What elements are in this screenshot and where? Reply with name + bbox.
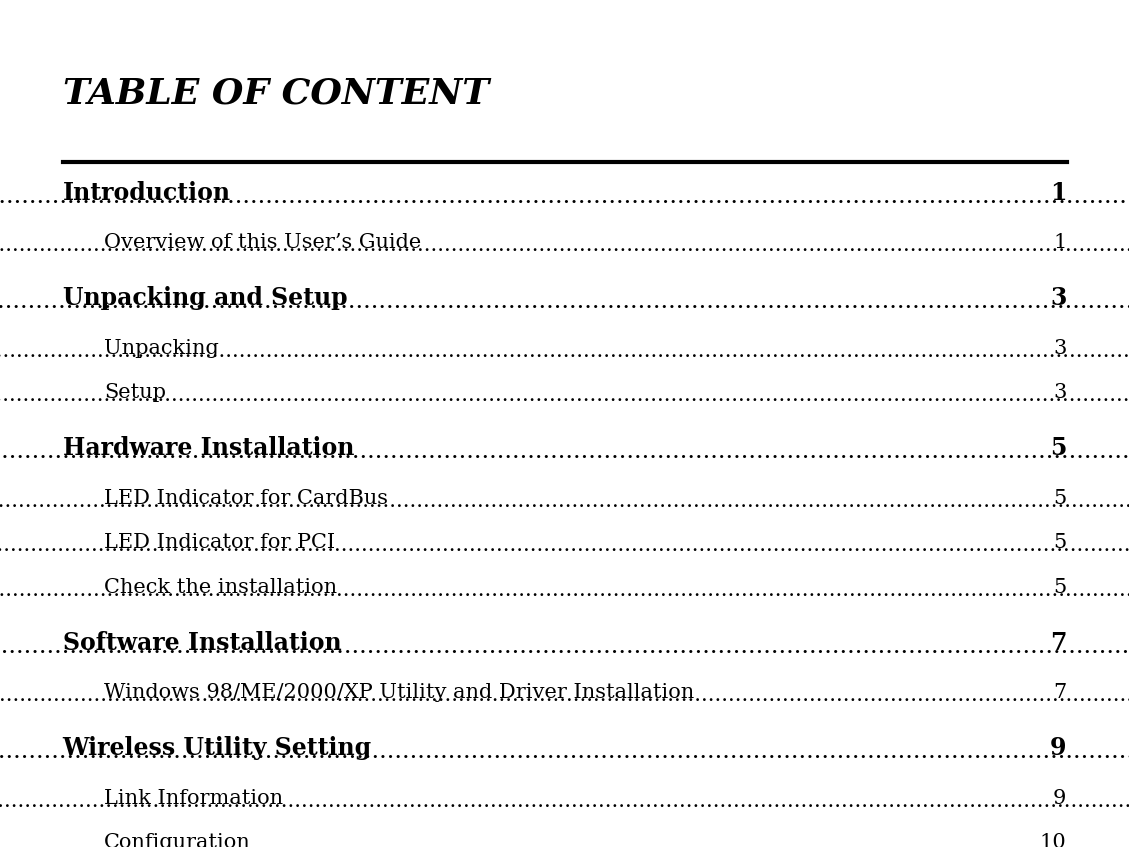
Text: 9: 9 — [1053, 789, 1067, 808]
Text: ................................................................................: ........................................… — [0, 386, 1129, 405]
Text: Introduction: Introduction — [62, 180, 230, 205]
Text: 1: 1 — [1050, 180, 1067, 205]
Text: Wireless Utility Setting: Wireless Utility Setting — [62, 736, 371, 760]
Text: Hardware Installation: Hardware Installation — [62, 436, 353, 460]
Text: ................................................................................: ........................................… — [0, 836, 1129, 847]
Text: 5: 5 — [1053, 534, 1067, 552]
Text: 10: 10 — [1040, 833, 1067, 847]
Text: TABLE OF CONTENT: TABLE OF CONTENT — [62, 76, 489, 110]
Text: ................................................................................: ........................................… — [0, 580, 1129, 600]
Text: ................................................................................: ........................................… — [0, 341, 1129, 361]
Text: LED Indicator for CardBus: LED Indicator for CardBus — [104, 489, 388, 508]
Text: LED Indicator for PCI: LED Indicator for PCI — [104, 534, 335, 552]
Text: 5: 5 — [1053, 578, 1067, 597]
Text: 5: 5 — [1050, 436, 1067, 460]
Text: Overview of this User’s Guide: Overview of this User’s Guide — [104, 233, 421, 252]
Text: ................................................................................: ........................................… — [0, 291, 1129, 313]
Text: ................................................................................: ........................................… — [0, 440, 1129, 463]
Text: ................................................................................: ........................................… — [0, 634, 1129, 657]
Text: 3: 3 — [1053, 339, 1067, 358]
Text: Windows 98/ME/2000/XP Utility and Driver Installation: Windows 98/ME/2000/XP Utility and Driver… — [104, 684, 694, 702]
Text: ................................................................................: ........................................… — [0, 686, 1129, 706]
Text: ................................................................................: ........................................… — [0, 792, 1129, 811]
Text: Software Installation: Software Installation — [62, 630, 341, 655]
Text: Unpacking and Setup: Unpacking and Setup — [62, 286, 347, 310]
Text: Unpacking: Unpacking — [104, 339, 219, 358]
Text: 3: 3 — [1053, 384, 1067, 402]
Text: 7: 7 — [1053, 684, 1067, 702]
Text: 1: 1 — [1053, 233, 1067, 252]
Text: 9: 9 — [1050, 736, 1067, 760]
Text: ................................................................................: ........................................… — [0, 536, 1129, 555]
Text: Link Information: Link Information — [104, 789, 283, 808]
Text: ................................................................................: ........................................… — [0, 185, 1129, 208]
Text: Configuration: Configuration — [104, 833, 251, 847]
Text: ................................................................................: ........................................… — [0, 236, 1129, 255]
Text: 3: 3 — [1050, 286, 1067, 310]
Text: ................................................................................: ........................................… — [0, 740, 1129, 763]
Text: 7: 7 — [1050, 630, 1067, 655]
Text: Setup: Setup — [104, 384, 166, 402]
Text: ................................................................................: ........................................… — [0, 492, 1129, 511]
Text: Check the installation: Check the installation — [104, 578, 338, 597]
Text: 5: 5 — [1053, 489, 1067, 508]
